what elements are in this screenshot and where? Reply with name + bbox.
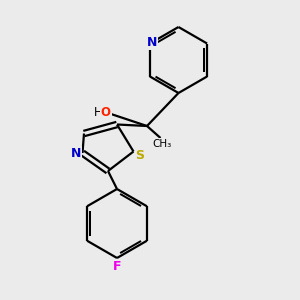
- Text: CH₃: CH₃: [152, 139, 172, 149]
- Text: H: H: [94, 106, 103, 119]
- Text: N: N: [71, 147, 81, 161]
- Text: F: F: [113, 260, 121, 274]
- Text: O: O: [100, 106, 111, 119]
- Text: N: N: [147, 35, 157, 49]
- Text: S: S: [136, 148, 145, 162]
